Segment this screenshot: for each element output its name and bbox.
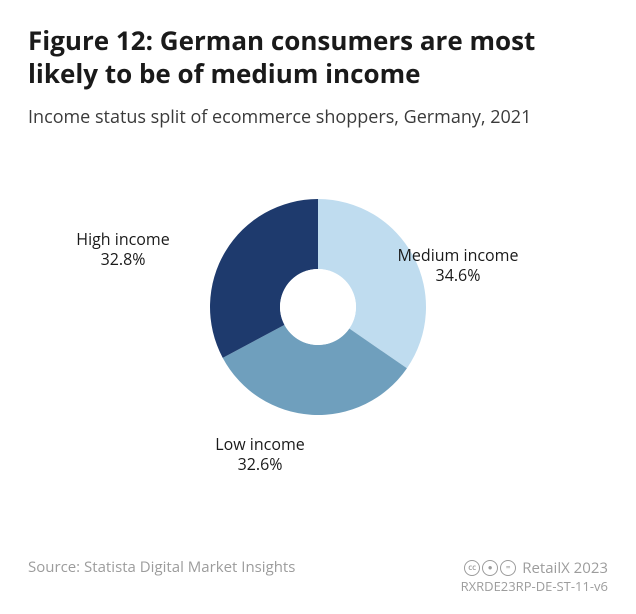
slice-label-name: Low income: [215, 434, 304, 454]
slice-label-name: Medium income: [398, 245, 519, 265]
donut-hole: [280, 269, 356, 345]
donut-svg: [28, 137, 608, 477]
donut-chart: Medium income34.6% Low income32.6% High in…: [28, 137, 608, 477]
figure-title: Figure 12: German consumers are most lik…: [28, 24, 608, 89]
brand-text: RetailX 2023: [522, 558, 608, 578]
figure-subtitle: Income status split of ecommerce shopper…: [28, 105, 608, 129]
footer-right: cc●= RetailX 2023 RXRDE23RP-DE-ST-11-v6: [461, 558, 608, 596]
figure-container: Figure 12: German consumers are most lik…: [0, 0, 636, 614]
slice-label: Low income32.6%: [215, 434, 304, 474]
slice-label-percent: 34.6%: [398, 265, 519, 285]
source-text: Source: Statista Digital Market Insights: [28, 558, 295, 578]
reference-code: RXRDE23RP-DE-ST-11-v6: [461, 578, 608, 596]
slice-label-percent: 32.6%: [215, 454, 304, 474]
slice-label: Medium income34.6%: [398, 245, 519, 285]
slice-label-percent: 32.8%: [76, 249, 169, 269]
cc-license-icon: cc●=: [464, 560, 516, 576]
slice-label-name: High income: [76, 229, 169, 249]
slice-label: High income32.8%: [76, 229, 169, 269]
figure-footer: Source: Statista Digital Market Insights…: [28, 558, 608, 596]
